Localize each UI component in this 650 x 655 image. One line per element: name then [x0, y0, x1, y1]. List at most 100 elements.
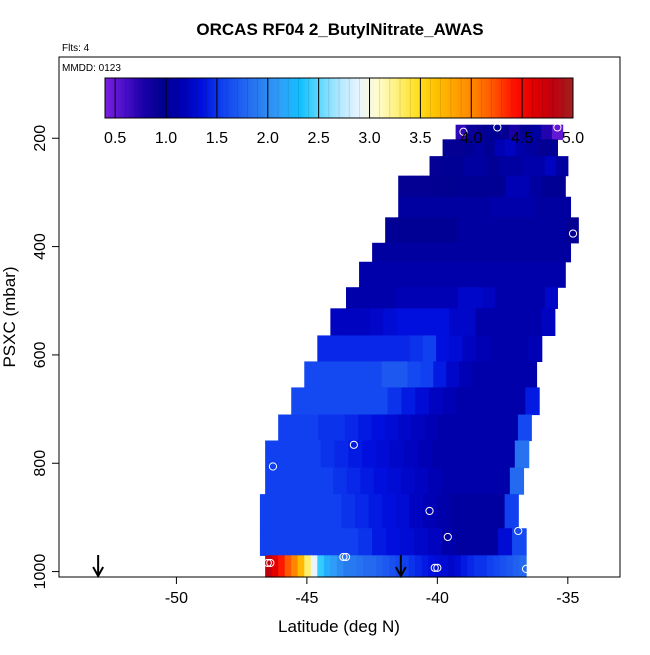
heatmap-cell — [447, 555, 455, 578]
sample-marker — [459, 127, 468, 136]
heatmap-cell — [457, 175, 471, 198]
heatmap-cell — [304, 361, 318, 389]
heatmap-cell — [484, 528, 499, 556]
heatmap-cell — [409, 217, 422, 244]
heatmap-cell — [349, 555, 358, 578]
heatmap-cell — [318, 387, 334, 416]
heatmap-cell — [265, 467, 280, 495]
y-tick-label: 600 — [32, 341, 49, 368]
heatmap-cell — [355, 494, 370, 529]
heatmap-cell — [398, 175, 411, 198]
heatmap-cell — [510, 361, 525, 389]
heatmap-cell — [558, 242, 572, 263]
colorbar-tick-label: 4.5 — [511, 130, 533, 147]
heatmap-cell — [330, 308, 345, 337]
heatmap-cell — [528, 308, 543, 337]
heatmap-cell — [510, 156, 523, 177]
heatmap-cell — [475, 261, 489, 288]
heatmap-cell — [370, 287, 384, 309]
heatmap-cell — [466, 124, 478, 140]
heatmap-cell — [481, 217, 495, 244]
heatmap-cell — [318, 414, 333, 442]
heatmap-cell — [415, 387, 430, 416]
heatmap-cell — [442, 387, 458, 416]
heatmap-cell — [346, 387, 361, 416]
heatmap-cell — [526, 261, 541, 288]
heatmap-cell — [331, 414, 346, 442]
heatmap-cell — [436, 335, 450, 363]
heatmap-cell — [544, 156, 557, 177]
heatmap-cell — [498, 528, 513, 556]
heatmap-cell — [343, 335, 358, 363]
heatmap-cell — [382, 494, 397, 529]
heatmap-cell — [396, 335, 411, 363]
heatmap-cell — [536, 139, 548, 157]
heatmap-cell — [463, 139, 475, 157]
heatmap-cell — [470, 528, 485, 556]
heatmap-cell — [373, 467, 389, 495]
heatmap-cell — [529, 175, 542, 198]
heatmap-cell — [360, 467, 375, 495]
heatmap-cells — [259, 124, 579, 578]
y-tick-label: 1000 — [32, 554, 49, 590]
heatmap-cell — [491, 414, 506, 442]
heatmap-cell — [414, 467, 429, 495]
colorbar-tick-label: 1.0 — [155, 130, 177, 147]
heatmap-cell — [432, 196, 445, 218]
heatmap-cell — [317, 335, 332, 363]
heatmap-cell — [297, 555, 305, 578]
heatmap-cell — [278, 467, 293, 495]
heatmap-cell — [459, 361, 473, 389]
heatmap-cell — [422, 175, 435, 198]
heatmap-cell — [469, 175, 483, 198]
heatmap-cell — [384, 242, 398, 263]
heatmap-cell — [422, 335, 437, 363]
heatmap-cell — [389, 440, 405, 469]
heatmap-cell — [259, 494, 275, 529]
heatmap-cell — [462, 261, 476, 288]
heatmap-cell — [421, 555, 429, 578]
heatmap-cell — [329, 528, 345, 556]
heatmap-cell — [513, 261, 528, 288]
heatmap-cell — [475, 335, 490, 363]
heatmap-cell — [547, 196, 560, 218]
heatmap-cell — [346, 287, 360, 309]
heatmap-cell — [515, 308, 529, 337]
sample-marker — [514, 526, 523, 536]
heatmap-cell — [529, 217, 543, 244]
heatmap-cell — [475, 156, 488, 177]
heatmap-cell — [505, 139, 517, 157]
heatmap-cell — [423, 261, 437, 288]
heatmap-cell — [278, 555, 286, 578]
heatmap-cell — [539, 261, 553, 288]
heatmap-cell — [520, 242, 534, 263]
chart-title: ORCAS RF04 2_ButylNitrate_AWAS — [196, 20, 483, 39]
heatmap-cell — [473, 555, 481, 578]
heatmap-cell — [487, 261, 502, 288]
heatmap-cell — [464, 156, 477, 177]
heatmap-cell — [330, 335, 345, 363]
heatmap-cell — [327, 494, 343, 529]
heatmap-cell — [455, 196, 468, 218]
heatmap-cell — [305, 387, 320, 416]
heatmap-cell — [414, 528, 429, 556]
heatmap-cell — [501, 308, 516, 337]
heatmap-cell — [360, 387, 375, 416]
heatmap-cell — [369, 555, 377, 578]
heatmap-cell — [330, 361, 344, 389]
heatmap-cell — [410, 175, 423, 198]
flights-label: Flts: 4 — [62, 43, 90, 54]
heatmap-cell — [382, 555, 390, 578]
colorbar-tick-label: 2.5 — [308, 130, 330, 147]
plot-frame — [58, 56, 621, 578]
heatmap-cell — [395, 287, 409, 309]
heatmap-cell — [455, 467, 470, 495]
heatmap-cell — [428, 467, 443, 495]
heatmap-cell — [428, 387, 444, 416]
heatmap-cell — [343, 555, 351, 578]
heatmap-cell — [259, 528, 275, 556]
heatmap-cell — [514, 440, 530, 469]
heatmap-cell — [436, 494, 451, 529]
heatmap-cell — [362, 440, 377, 469]
heatmap-cell — [409, 335, 424, 363]
